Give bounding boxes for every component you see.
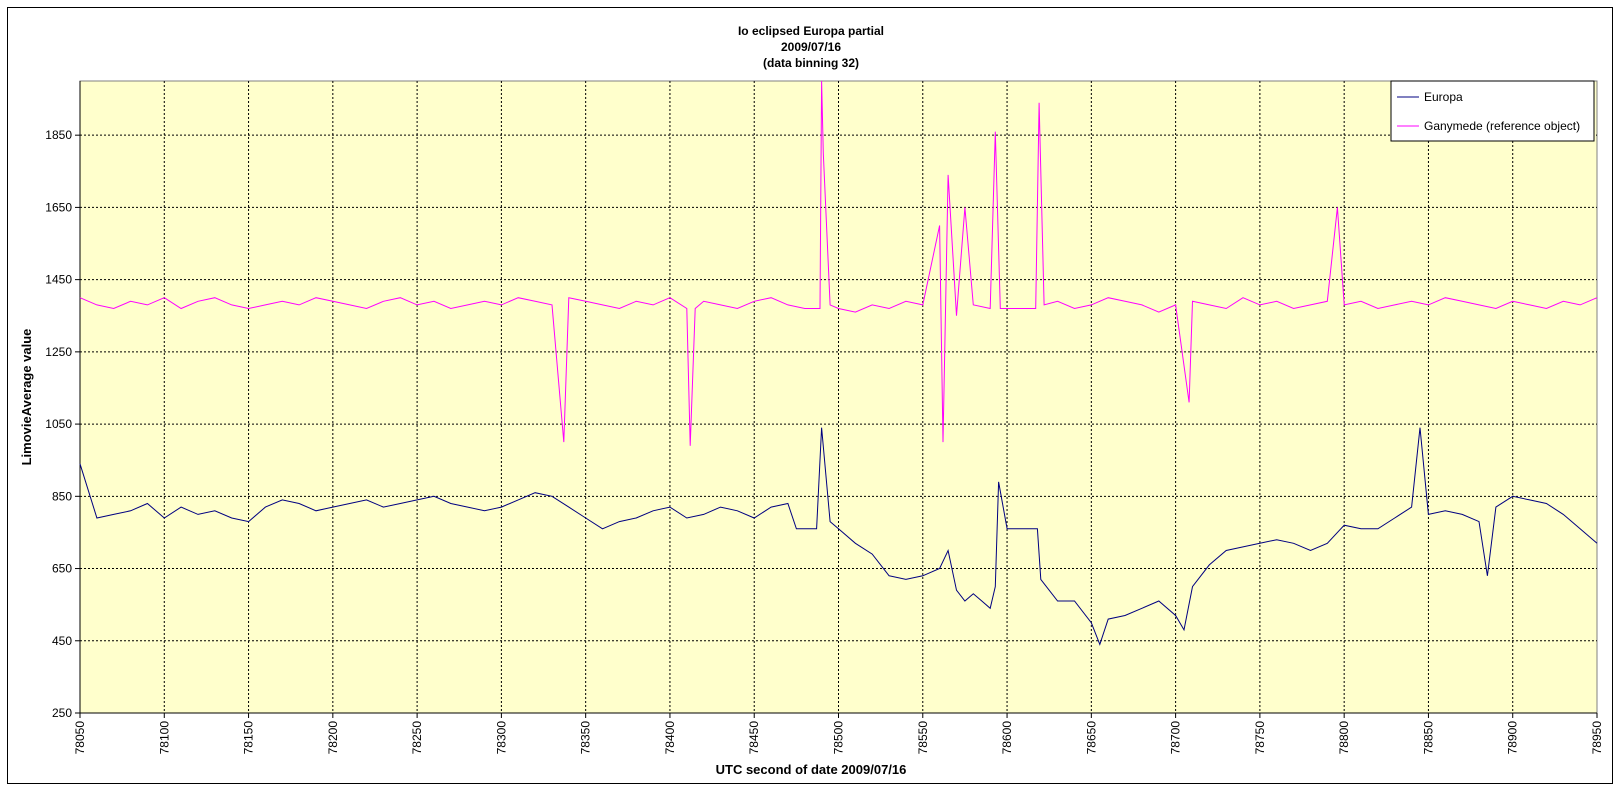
series-layer	[79, 80, 1598, 646]
chart-title-line-1: Io eclipsed Europa partial	[738, 24, 884, 38]
x-tick-label: 78150	[242, 721, 256, 755]
x-tick-label: 78700	[1169, 721, 1183, 755]
x-tick-label: 78900	[1506, 721, 1520, 755]
x-axis-label: UTC second of date 2009/07/16	[716, 762, 907, 777]
y-tick-label: 650	[52, 562, 72, 576]
legend-label-ganymede: Ganymede (reference object)	[1424, 119, 1580, 133]
y-tick-label: 1450	[45, 273, 72, 287]
y-tick-label: 1850	[45, 128, 72, 142]
y-tick-label: 450	[52, 634, 72, 648]
legend-label-europa: Europa	[1424, 90, 1463, 104]
chart-title-line-3: (data binning 32)	[763, 56, 859, 70]
y-tick-label: 1650	[45, 200, 72, 214]
y-tick-label: 1050	[45, 417, 72, 431]
x-tick-label: 78300	[494, 721, 508, 755]
x-tick-label: 78550	[916, 721, 930, 755]
x-tick-label: 78800	[1337, 721, 1351, 755]
x-tick-label: 78400	[663, 721, 677, 755]
x-tick-label: 78650	[1084, 721, 1098, 755]
x-tick-label: 78200	[326, 721, 340, 755]
y-axis-label: LimovieAverage value	[19, 329, 34, 466]
x-tick-label: 78850	[1421, 721, 1435, 755]
chart-title: Io eclipsed Europa partial 2009/07/16 (d…	[738, 24, 884, 70]
x-tick-label: 78750	[1253, 721, 1267, 755]
chart-title-line-2: 2009/07/16	[781, 40, 841, 54]
y-tick-label: 850	[52, 489, 72, 503]
legend: Europa Ganymede (reference object)	[1390, 80, 1595, 142]
y-tick-label: 1250	[45, 345, 72, 359]
y-tick-label: 250	[52, 706, 72, 720]
x-tick-label: 78600	[1000, 721, 1014, 755]
legend-box	[1390, 80, 1595, 142]
grid-lines	[80, 81, 1597, 713]
x-tick-label: 78250	[410, 721, 424, 755]
axes: 78050 78100 78150 78200 78250 78300 78350 78400…	[45, 81, 1604, 754]
series-line-europa	[79, 427, 1598, 646]
x-tick-label: 78950	[1590, 721, 1604, 755]
x-tick-label: 78450	[747, 721, 761, 755]
x-tick-label: 78350	[579, 721, 593, 755]
series-line-ganymede	[79, 80, 1598, 446]
x-tick-label: 78100	[157, 721, 171, 755]
x-tick-label: 78500	[832, 721, 846, 755]
x-tick-label: 78050	[73, 721, 87, 755]
